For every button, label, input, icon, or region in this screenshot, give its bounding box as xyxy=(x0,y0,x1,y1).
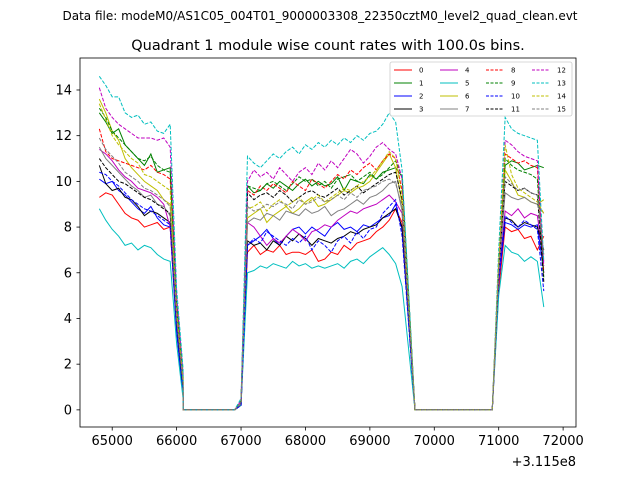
x-tick-label: 72000 xyxy=(542,434,583,449)
x-tick-label: 70000 xyxy=(414,434,455,449)
legend-label-5: 5 xyxy=(465,80,469,88)
series-line-15 xyxy=(98,137,545,411)
series-line-3 xyxy=(98,165,545,411)
y-tick-label: 2 xyxy=(64,358,72,373)
legend-label-3: 3 xyxy=(419,106,423,114)
x-tick-label: 67000 xyxy=(220,434,261,449)
legend-label-7: 7 xyxy=(465,106,469,114)
series-line-4 xyxy=(99,148,545,411)
series-layer xyxy=(98,75,545,411)
axes-layer: 65000 66000 67000 68000 69000 70000 71000 72000… xyxy=(55,57,584,449)
y-tick-label: 8 xyxy=(64,221,72,236)
legend-label-1: 1 xyxy=(419,80,423,88)
legend-label-14: 14 xyxy=(557,93,566,101)
legend-label-10: 10 xyxy=(511,93,520,101)
legend-label-6: 6 xyxy=(465,93,470,101)
series-line-10 xyxy=(99,171,545,411)
series-line-9 xyxy=(98,107,545,411)
series-line-14 xyxy=(98,103,545,411)
y-tick-label: 6 xyxy=(64,266,72,281)
series-line-12 xyxy=(98,87,545,411)
x-tick-label: 68000 xyxy=(285,434,326,449)
legend-label-12: 12 xyxy=(557,67,566,75)
x-tick-label: 69000 xyxy=(349,434,390,449)
legend-label-8: 8 xyxy=(511,67,515,75)
y-tick-label: 14 xyxy=(55,83,72,98)
legend-label-4: 4 xyxy=(465,67,470,75)
y-tick-label: 12 xyxy=(55,129,72,144)
legend-label-11: 11 xyxy=(511,106,520,114)
series-line-13 xyxy=(98,75,545,411)
y-tick-label: 10 xyxy=(55,175,72,190)
chart-title: Quadrant 1 module wise count rates with … xyxy=(131,38,525,54)
legend-label-0: 0 xyxy=(419,67,423,75)
plot-frame xyxy=(79,57,577,428)
series-line-11 xyxy=(98,158,545,411)
legend-label-15: 15 xyxy=(557,106,566,114)
series-line-6 xyxy=(98,98,545,411)
x-axis-offset-label: +3.115e8 xyxy=(512,455,576,470)
y-tick-label: 0 xyxy=(64,403,72,418)
series-line-5 xyxy=(98,208,545,411)
series-line-8 xyxy=(98,128,545,411)
y-tick-label: 4 xyxy=(64,312,72,327)
figure-suptitle: Data file: modeM0/AS1C05_004T01_90000033… xyxy=(62,9,577,23)
x-tick-label: 71000 xyxy=(478,434,519,449)
legend-box xyxy=(389,61,573,117)
x-tick-label: 65000 xyxy=(92,434,133,449)
legend-label-9: 9 xyxy=(511,80,515,88)
legend-label-2: 2 xyxy=(419,93,423,101)
legend-label-13: 13 xyxy=(557,80,566,88)
series-line-1 xyxy=(98,112,544,411)
x-tick-label: 66000 xyxy=(156,434,197,449)
